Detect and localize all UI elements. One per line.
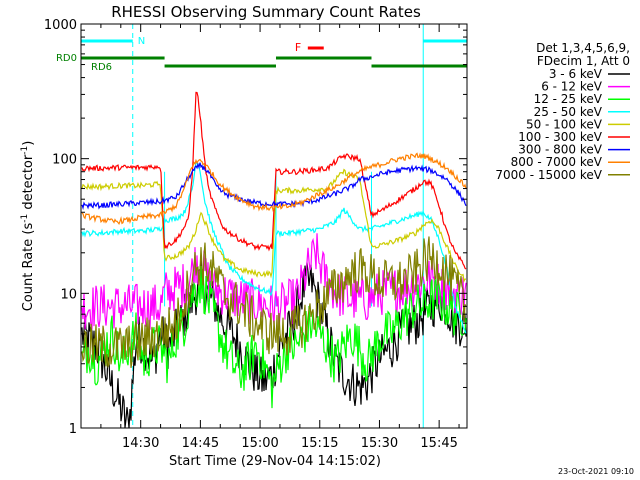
x-tick-label-5: 15:45	[420, 436, 457, 451]
n-flag-label: N	[138, 36, 145, 47]
y-axis: 1 10 100 1000	[44, 18, 467, 437]
legend-label-3: 25 - 50 keV	[534, 105, 603, 119]
rd6-flag-label: RD6	[91, 62, 112, 73]
y-axis-label: Count Rate (s-1 detector-1)	[20, 141, 36, 312]
x-axis: 14:30 14:45 15:00 15:15 15:30 15:45	[100, 24, 460, 451]
series-line-6	[81, 162, 467, 211]
series-line-4	[81, 168, 466, 283]
rd0-flag-label: RD0	[56, 53, 77, 64]
x-tick-label-0: 14:30	[122, 436, 159, 451]
x-tick-label-1: 14:45	[182, 436, 219, 451]
series-line-3	[81, 159, 467, 335]
legend-label-8: 7000 - 15000 keV	[495, 168, 602, 182]
legend-label-2: 12 - 25 keV	[534, 92, 603, 106]
x-axis-label: Start Time (29-Nov-04 14:15:02)	[169, 454, 381, 469]
y-tick-label-0: 1	[69, 422, 77, 437]
y-tick-label-1: 10	[60, 287, 77, 302]
legend: Det 1,3,4,5,6,9, FDecim 1, Att 0 3 - 6 k…	[495, 41, 630, 182]
legend-label-4: 50 - 100 keV	[526, 117, 603, 131]
x-tick-label-2: 15:00	[241, 436, 278, 451]
legend-label-5: 100 - 300 keV	[518, 130, 602, 144]
chart-title: RHESSI Observing Summary Count Rates	[111, 3, 421, 21]
legend-header-line-1: Det 1,3,4,5,6,9,	[536, 41, 630, 55]
f-flag-label: F	[295, 41, 301, 54]
x-tick-label-4: 15:30	[361, 436, 398, 451]
legend-label-0: 3 - 6 keV	[549, 67, 603, 81]
footer-date: 23-Oct-2021 09:10	[558, 467, 634, 476]
legend-header-line-2: FDecim 1, Att 0	[537, 54, 630, 68]
y-tick-label-3: 1000	[44, 18, 77, 33]
legend-label-7: 800 - 7000 keV	[511, 155, 603, 169]
y-tick-label-2: 100	[52, 153, 77, 168]
series-line-7	[81, 152, 467, 226]
plot-area: RD0 RD6 N F	[56, 24, 468, 429]
x-tick-label-3: 15:15	[301, 436, 338, 451]
series-line-8	[81, 236, 467, 369]
legend-label-6: 300 - 800 keV	[518, 143, 602, 157]
legend-label-1: 6 - 12 keV	[541, 80, 603, 94]
plot-frame	[80, 23, 468, 429]
series-line-1	[81, 233, 467, 330]
